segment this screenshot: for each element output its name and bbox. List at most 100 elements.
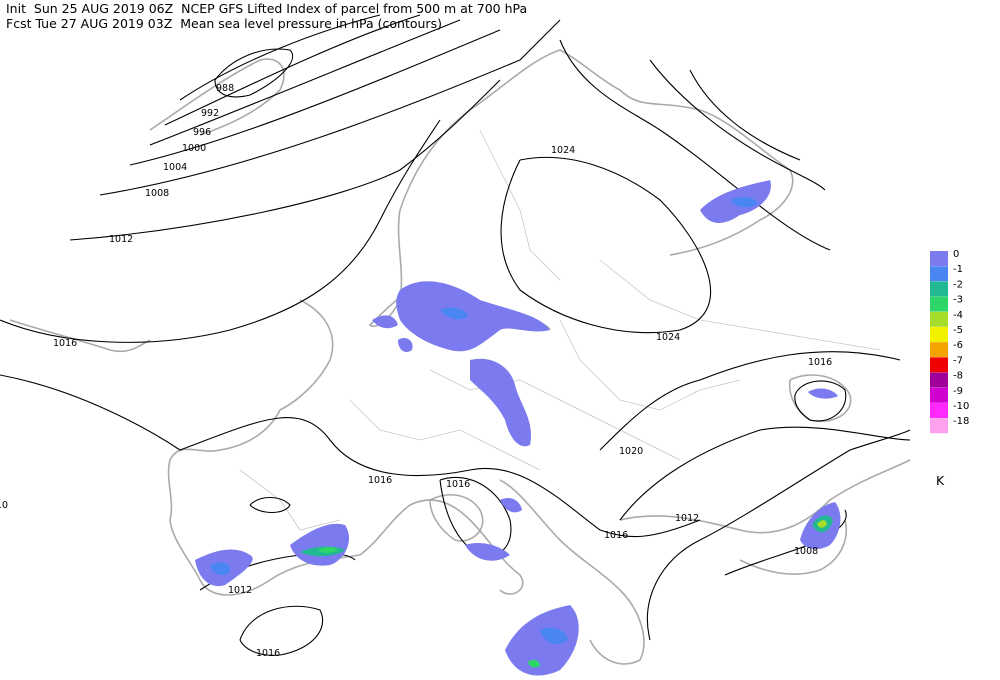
lifted-index-area — [372, 315, 398, 329]
legend-label: -4 — [953, 310, 963, 321]
legend: 0 -1 -2 -3 -4 -5 -6 -7 -8 -9 -10 -18 — [930, 249, 969, 434]
contour — [500, 156, 711, 334]
contour — [164, 14, 421, 126]
borders — [239, 129, 881, 531]
contour — [599, 351, 901, 451]
contour-labels: 988 992 996 1000 1004 1008 1012 1016 10 … — [0, 83, 832, 659]
lifted-index-area — [290, 523, 350, 566]
contour-label: 1000 — [182, 143, 206, 154]
lifted-index-area — [500, 498, 522, 513]
lifted-index-area — [808, 388, 838, 399]
legend-swatch — [930, 387, 948, 403]
contour-label: 1016 — [446, 479, 470, 490]
lifted-index-area — [505, 605, 579, 676]
coastline — [499, 479, 645, 665]
contour-label: 1016 — [808, 357, 832, 368]
contour-label: 1012 — [228, 585, 252, 596]
contour — [689, 69, 801, 161]
coastline — [9, 319, 151, 353]
lifted-index-area — [540, 627, 568, 645]
pressure-contours — [0, 14, 911, 656]
lifted-index-area — [440, 307, 468, 320]
legend-label: -2 — [953, 279, 963, 290]
contour-label: 1016 — [604, 530, 628, 541]
legend-label: -5 — [953, 325, 963, 336]
lifted-index-area — [817, 520, 827, 528]
contour — [646, 429, 911, 641]
contour — [0, 374, 701, 538]
legend-label: 0 — [953, 249, 959, 260]
border — [239, 469, 341, 531]
coastline — [619, 459, 911, 534]
contour-label: 1024 — [656, 332, 680, 343]
contour — [69, 79, 501, 241]
legend-label: -8 — [953, 371, 963, 382]
contour-label: 1016 — [53, 338, 77, 349]
contour — [559, 39, 831, 251]
legend-swatch — [930, 357, 948, 373]
legend-label: -7 — [953, 355, 963, 366]
legend-swatch — [930, 418, 948, 434]
coastline — [788, 374, 852, 422]
legend-swatch — [930, 251, 948, 266]
coastline — [149, 58, 285, 136]
lifted-index-area — [398, 338, 413, 352]
border — [429, 369, 681, 461]
legend-label: -10 — [953, 401, 969, 412]
legend-swatch — [930, 266, 948, 282]
border — [349, 399, 541, 471]
contour-label: 992 — [201, 108, 219, 119]
contour — [239, 605, 324, 656]
coastlines — [9, 49, 911, 665]
contour-label: 1020 — [619, 446, 643, 457]
legend-swatch — [930, 372, 948, 388]
border — [479, 129, 561, 281]
legend-label: -3 — [953, 295, 963, 306]
header-line: Init Sun 25 AUG 2019 06Z NCEP GFS Lifted… — [6, 1, 527, 16]
legend-label: -9 — [953, 386, 963, 397]
lifted-index-area — [318, 547, 338, 553]
lifted-index-area — [465, 543, 510, 561]
contour — [619, 426, 911, 521]
contour — [179, 14, 381, 101]
contour-label: 10 — [0, 500, 8, 511]
coastline — [739, 519, 847, 575]
contour-label: 1008 — [145, 188, 169, 199]
contour — [0, 119, 441, 343]
contour — [794, 380, 847, 422]
lifted-index-area — [730, 196, 758, 208]
contour-label: 1016 — [256, 648, 280, 659]
legend-label: -1 — [953, 264, 963, 275]
contour — [99, 19, 561, 196]
coastline — [359, 499, 524, 595]
lifted-index-area — [470, 358, 532, 447]
legend-unit: K — [936, 473, 945, 488]
header-line: Fcst Tue 27 AUG 2019 03Z Mean sea level … — [6, 16, 442, 31]
contour — [249, 496, 291, 514]
legend-swatch — [930, 311, 948, 327]
legend-label: -6 — [953, 340, 963, 351]
lifted-index-area — [396, 281, 550, 352]
contour-label: 988 — [216, 83, 234, 94]
lifted-index-area — [210, 562, 231, 576]
legend-label: -18 — [953, 416, 969, 427]
contour-label: 1008 — [794, 546, 818, 557]
border — [599, 259, 881, 351]
lifted-index-areas — [195, 180, 841, 676]
legend-swatch — [930, 281, 948, 297]
contour-label: 996 — [193, 127, 211, 138]
contour-label: 1016 — [368, 475, 392, 486]
legend-swatch — [930, 342, 948, 358]
contour-label: 1012 — [109, 234, 133, 245]
legend-swatch — [930, 327, 948, 342]
contour-label: 1004 — [163, 162, 187, 173]
legend-swatch — [930, 403, 948, 418]
contour — [129, 29, 501, 166]
lifted-index-area — [528, 659, 540, 668]
border — [559, 319, 741, 411]
coastline — [429, 494, 484, 542]
coastline — [167, 299, 361, 596]
